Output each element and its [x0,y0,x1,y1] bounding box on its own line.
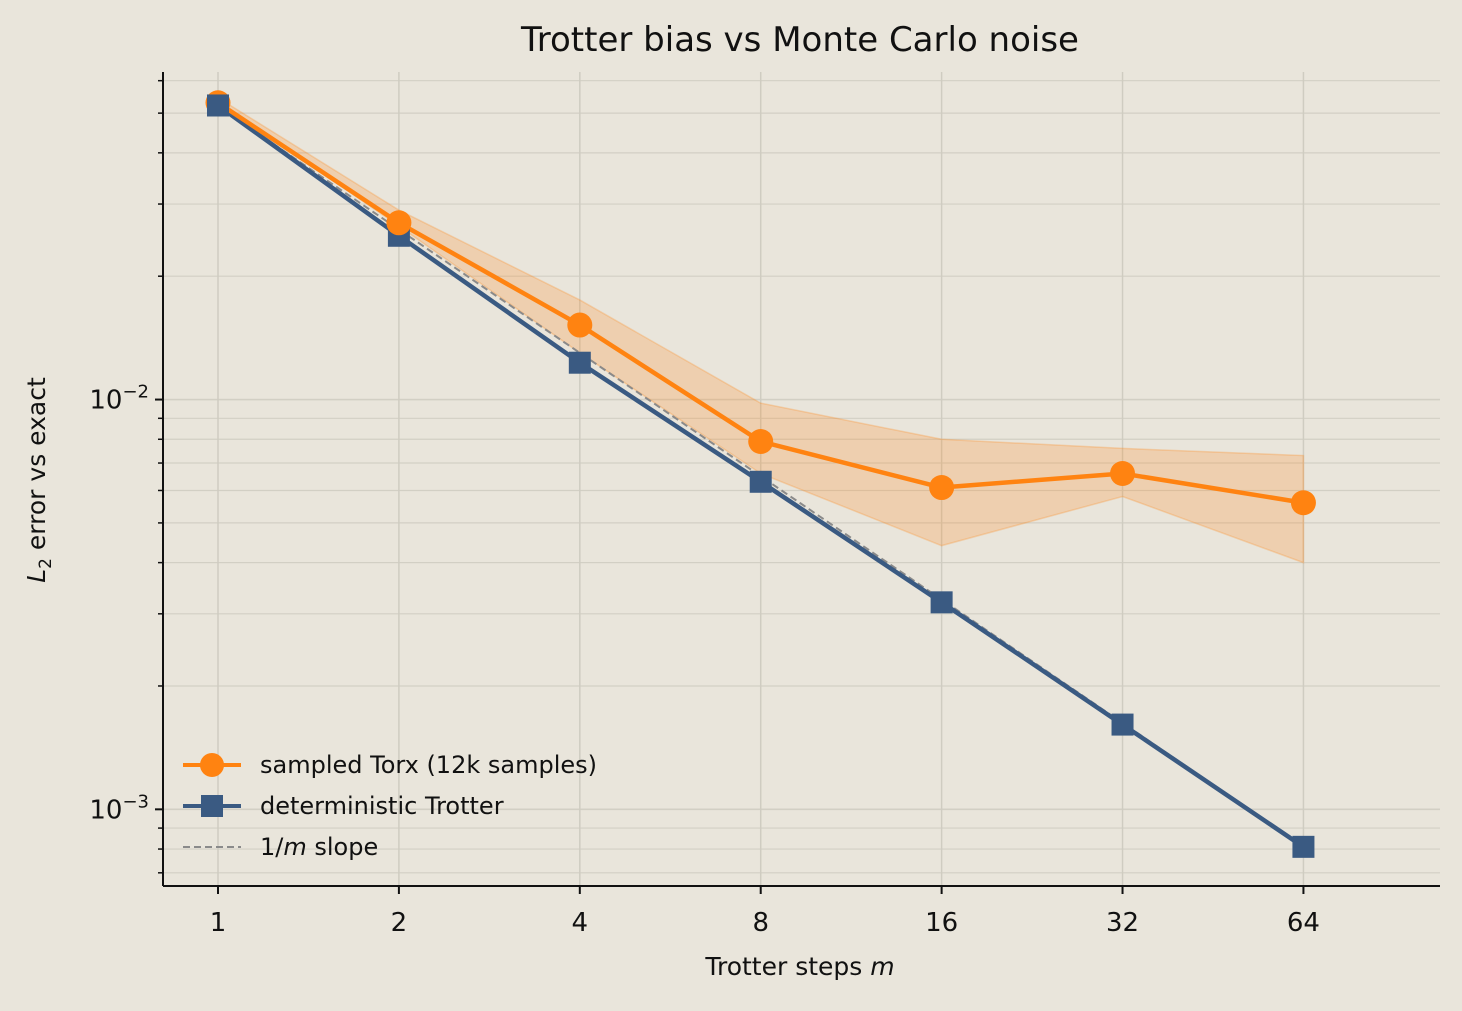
sampled-point [1290,490,1316,516]
y-axis-label: L2 error vs exact [22,377,56,583]
legend-label-slope-var: m [283,833,306,861]
sampled-point [1110,461,1136,487]
sampled-confidence-band [217,96,1305,564]
chart-title: Trotter bias vs Monte Carlo noise [520,20,1079,60]
deterministic-point [1292,835,1315,858]
y-axis-label-rest: error vs exact [22,377,51,558]
sampled-point [386,210,412,236]
deterministic-point [930,591,953,614]
axes [162,72,1440,887]
y-axis-label-var: L [22,569,51,583]
y-tick-label: 10−2 [89,382,149,416]
deterministic-point [206,94,229,117]
x-axis-label-var: m [870,952,894,981]
legend-label-slope: 1/m slope [260,833,378,861]
x-axis-label: Trotter steps m [704,952,894,981]
y-tick-label-exponent: −2 [122,382,149,403]
legend-label-sampled: sampled Torx (12k samples) [260,751,597,779]
x-tick-label: 1 [210,908,227,938]
x-tick-label: 8 [752,908,769,938]
y-tick-label: 10−3 [89,791,149,825]
x-tick-label: 64 [1287,908,1320,938]
y-tick-label-base: 10 [89,795,122,825]
legend-marker-deterministic [201,795,223,817]
series-layer [205,90,1316,858]
legend-label-slope-rest: slope [307,833,378,861]
y-tick-label-base: 10 [89,386,122,416]
grid [163,72,1440,886]
legend-label-slope-prefix: 1/ [260,833,284,861]
x-axis-label-main: Trotter steps [704,952,870,981]
x-tick-label: 16 [925,908,958,938]
x-tick-label: 32 [1106,908,1139,938]
legend-marker-sampled [200,753,224,777]
y-axis-label-sub: 2 [36,558,56,569]
sampled-point [748,429,774,455]
deterministic-point [1111,713,1134,736]
confidence-band-layer [217,96,1305,564]
sampled-point [929,475,955,501]
legend: sampled Torx (12k samples) deterministic… [183,751,597,861]
x-tick-label: 4 [572,908,589,938]
x-tick-label: 2 [391,908,408,938]
deterministic-point [749,470,772,493]
deterministic-point [568,351,591,374]
legend-label-deterministic: deterministic Trotter [260,792,504,820]
sampled-point [567,312,593,338]
y-tick-label-exponent: −3 [122,791,149,812]
